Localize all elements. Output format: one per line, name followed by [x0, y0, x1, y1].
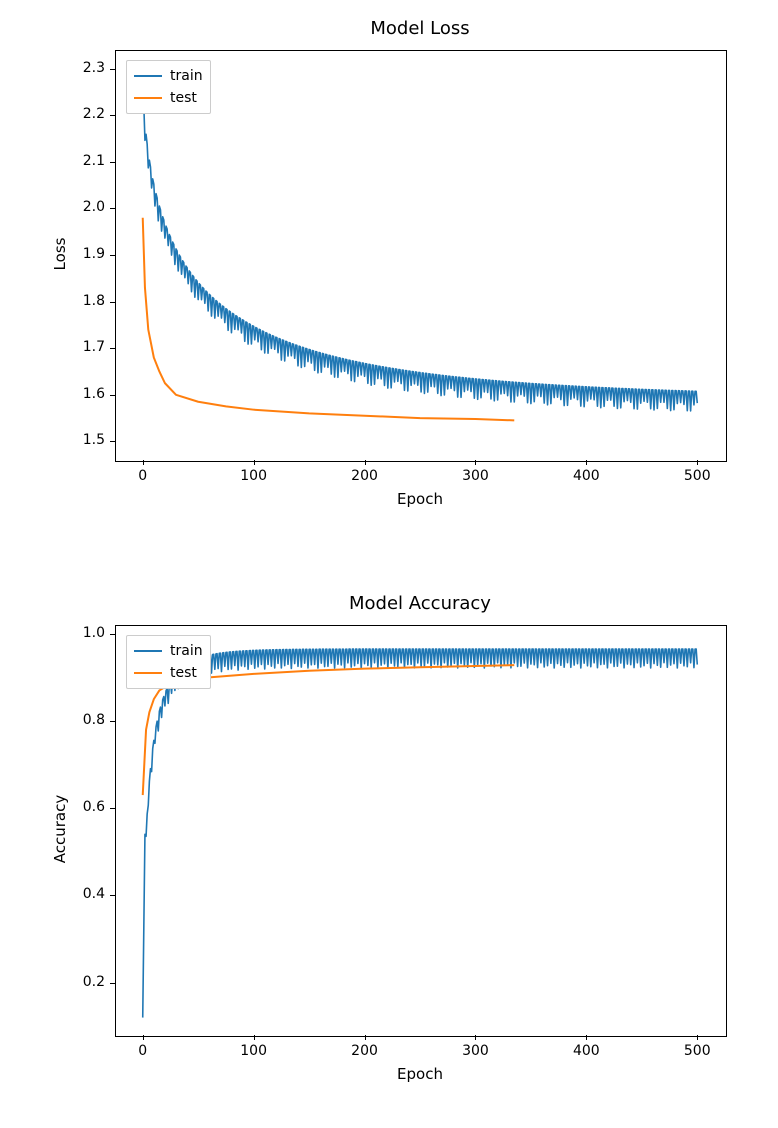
ytick-label: 2.0	[65, 199, 105, 215]
xtick-label: 300	[450, 1043, 500, 1059]
xtick-mark	[586, 460, 587, 465]
ytick-label: 0.4	[65, 886, 105, 902]
xtick-label: 300	[450, 468, 500, 484]
ytick-mark	[110, 634, 115, 635]
xtick-label: 500	[672, 468, 722, 484]
ytick-mark	[110, 69, 115, 70]
legend-label: test	[170, 665, 197, 681]
ytick-mark	[110, 983, 115, 984]
ytick-label: 2.1	[65, 153, 105, 169]
xtick-mark	[254, 1035, 255, 1040]
ytick-label: 1.5	[65, 432, 105, 448]
xtick-mark	[143, 460, 144, 465]
xtick-label: 500	[672, 1043, 722, 1059]
xtick-label: 100	[229, 1043, 279, 1059]
loss-title: Model Loss	[115, 18, 725, 39]
legend-line-icon	[134, 650, 162, 652]
ytick-mark	[110, 302, 115, 303]
ytick-mark	[110, 255, 115, 256]
ytick-label: 1.7	[65, 339, 105, 355]
ytick-mark	[110, 395, 115, 396]
xtick-label: 200	[340, 468, 390, 484]
xtick-label: 0	[118, 1043, 168, 1059]
xtick-mark	[475, 1035, 476, 1040]
xtick-label: 400	[561, 468, 611, 484]
legend-line-icon	[134, 672, 162, 674]
series-line	[143, 649, 698, 1018]
legend-label: test	[170, 90, 197, 106]
xtick-mark	[143, 1035, 144, 1040]
ytick-label: 1.6	[65, 386, 105, 402]
loss-xlabel: Epoch	[115, 490, 725, 508]
ytick-label: 0.6	[65, 799, 105, 815]
acc-xlabel: Epoch	[115, 1065, 725, 1083]
legend-item: test	[134, 87, 203, 109]
ytick-label: 0.8	[65, 712, 105, 728]
legend-line-icon	[134, 97, 162, 99]
xtick-mark	[365, 460, 366, 465]
ytick-mark	[110, 721, 115, 722]
legend-label: train	[170, 643, 203, 659]
xtick-mark	[697, 1035, 698, 1040]
ytick-label: 1.0	[65, 625, 105, 641]
xtick-mark	[586, 1035, 587, 1040]
xtick-label: 0	[118, 468, 168, 484]
legend-line-icon	[134, 75, 162, 77]
legend-item: test	[134, 662, 203, 684]
acc-ylabel: Accuracy	[51, 774, 69, 884]
ytick-label: 0.2	[65, 974, 105, 990]
legend-label: train	[170, 68, 203, 84]
ytick-label: 2.2	[65, 106, 105, 122]
ytick-label: 2.3	[65, 60, 105, 76]
xtick-label: 200	[340, 1043, 390, 1059]
figure: Model Loss Loss Epoch 1.51.61.71.81.92.0…	[0, 0, 778, 1128]
xtick-mark	[475, 460, 476, 465]
ytick-mark	[110, 895, 115, 896]
xtick-label: 400	[561, 1043, 611, 1059]
legend-item: train	[134, 65, 203, 87]
acc-legend: train test	[126, 635, 211, 689]
ytick-label: 1.8	[65, 293, 105, 309]
xtick-mark	[365, 1035, 366, 1040]
loss-legend: train test	[126, 60, 211, 114]
ytick-label: 1.9	[65, 246, 105, 262]
ytick-mark	[110, 162, 115, 163]
acc-title: Model Accuracy	[115, 593, 725, 614]
ytick-mark	[110, 348, 115, 349]
xtick-label: 100	[229, 468, 279, 484]
series-line	[143, 69, 698, 411]
xtick-mark	[697, 460, 698, 465]
ytick-mark	[110, 115, 115, 116]
ytick-mark	[110, 208, 115, 209]
legend-item: train	[134, 640, 203, 662]
ytick-mark	[110, 441, 115, 442]
ytick-mark	[110, 808, 115, 809]
xtick-mark	[254, 460, 255, 465]
